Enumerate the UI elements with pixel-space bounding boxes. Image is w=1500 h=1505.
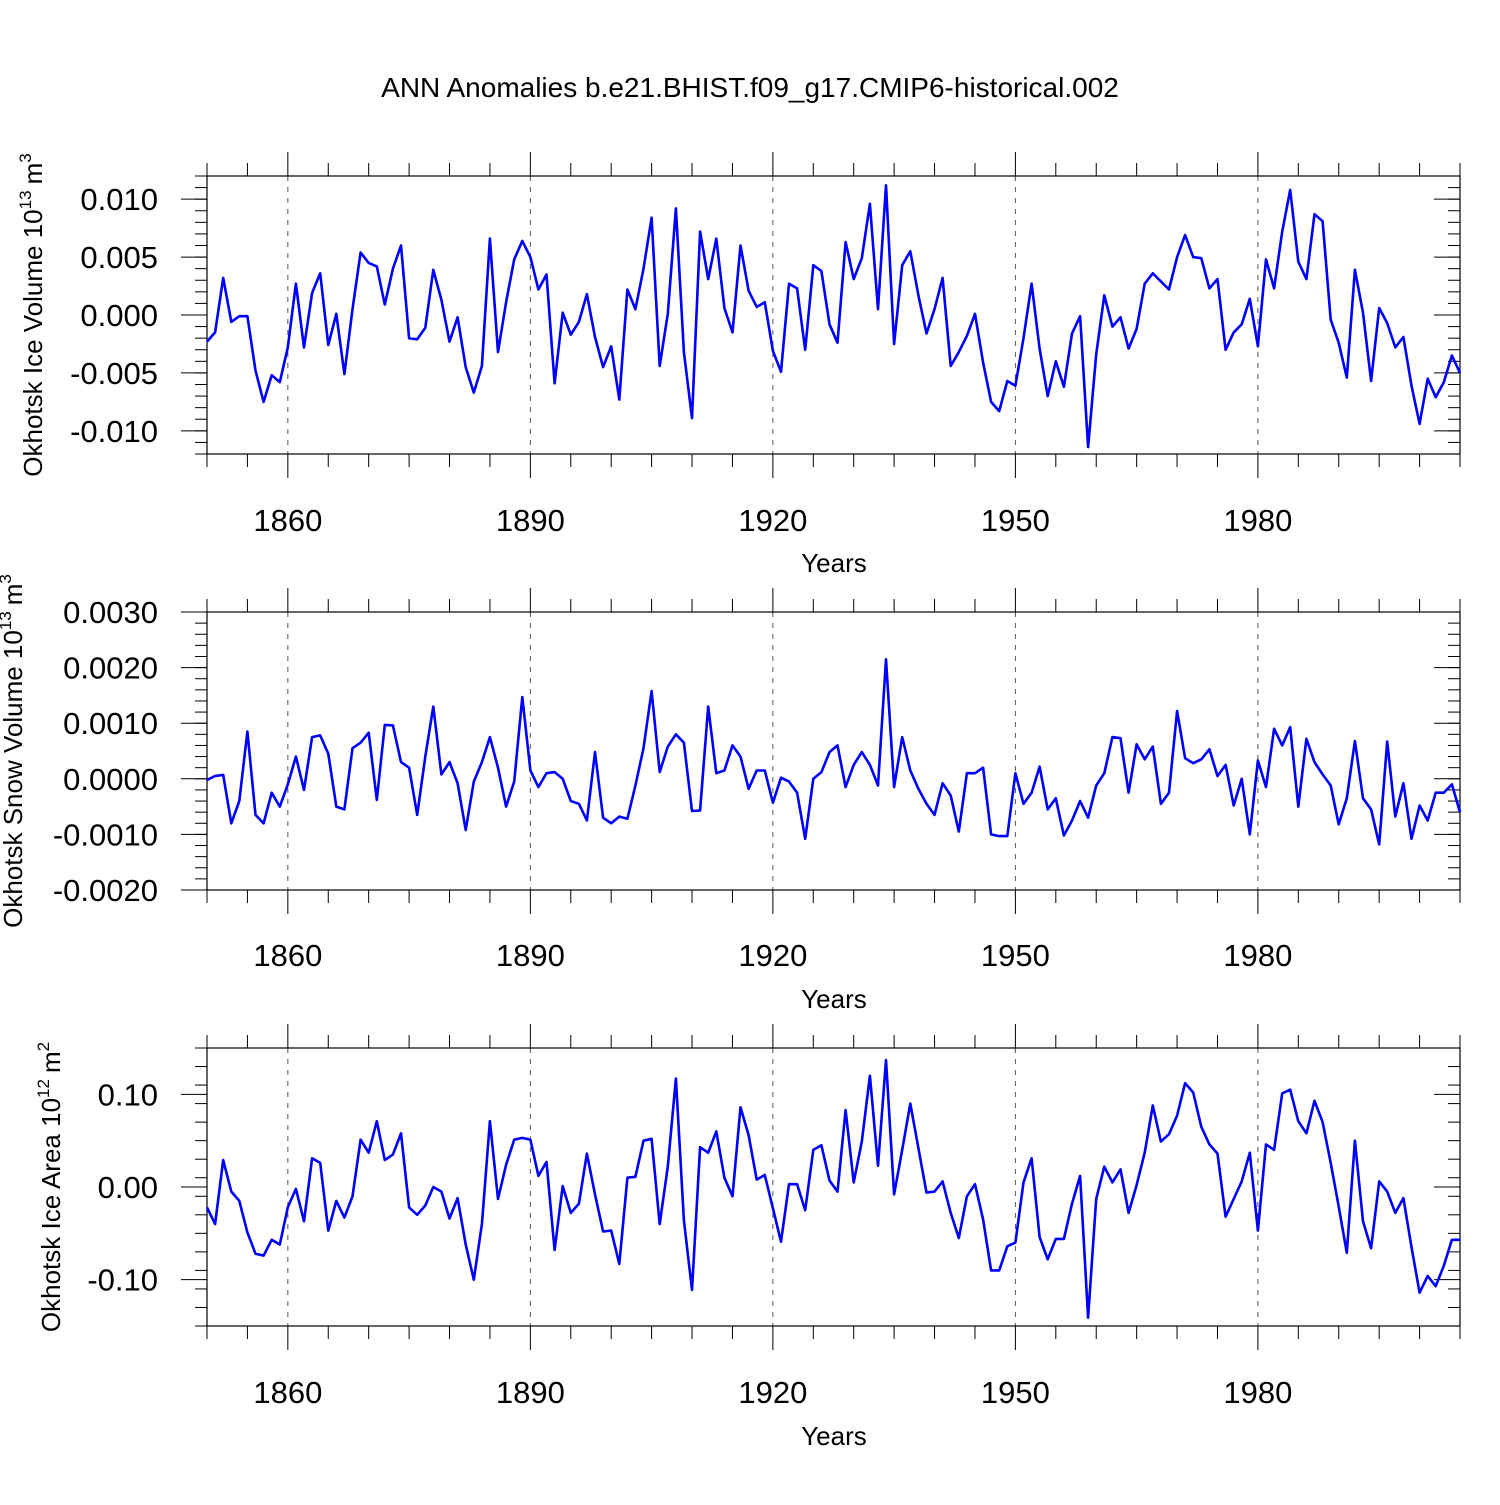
x-tick-label: 1890 <box>496 938 565 973</box>
x-tick-label: 1920 <box>738 503 807 538</box>
y-tick-label: -0.005 <box>70 356 158 391</box>
x-tick-label: 1890 <box>496 1375 565 1410</box>
snow-volume-panel: -0.0020 -0.0010 0.0000 0.0010 0.0020 0.0030 18… <box>0 574 1462 1014</box>
y-tick-label: 0.000 <box>80 298 158 333</box>
y-axis-title-unit-exponent: 3 <box>0 574 15 583</box>
y-tick-label: -0.0020 <box>53 873 158 908</box>
y-axis-title-exponent: 13 <box>0 611 15 630</box>
y-tick-label: 0.0030 <box>63 595 158 630</box>
y-tick-label: 0.0000 <box>63 762 158 797</box>
y-tick-label: 0.0010 <box>63 706 158 741</box>
x-tick-label: 1980 <box>1223 1375 1292 1410</box>
figure-title: ANN Anomalies b.e21.BHIST.f09_g17.CMIP6-… <box>381 72 1119 103</box>
ice-volume-panel: -0.010 -0.005 0.000 0.005 0.010 1860 1890 1920 1… <box>16 152 1462 578</box>
x-tick-label: 1980 <box>1223 503 1292 538</box>
x-axis-title: Years <box>801 984 867 1014</box>
x-tick-label: 1950 <box>981 1375 1050 1410</box>
y-tick-label: -0.0010 <box>53 817 158 852</box>
series-line <box>206 657 1462 846</box>
y-axis-title-text: Okhotsk Ice Volume 10 <box>18 209 48 476</box>
y-axis-title: Okhotsk Ice Area 1012 m2 <box>34 1042 66 1332</box>
ice-area-panel: -0.10 0.00 0.10 1860 1890 1920 1950 1980 Years Ok… <box>34 1024 1461 1451</box>
y-tick-label: 0.10 <box>98 1077 158 1112</box>
x-tick-label: 1950 <box>981 938 1050 973</box>
y-axis-title-unit: m <box>18 163 48 185</box>
y-axis-title-text: Okhotsk Snow Volume 10 <box>0 630 28 928</box>
y-tick-label: 0.00 <box>98 1170 158 1205</box>
x-tick-label: 1920 <box>738 1375 807 1410</box>
y-axis-title: Okhotsk Ice Volume 1013 m3 <box>16 153 48 476</box>
y-tick-label: 0.005 <box>80 240 158 275</box>
plot-frame <box>206 175 1461 455</box>
y-axis-title-unit-exponent: 3 <box>16 153 35 162</box>
y-tick-label: 0.010 <box>80 182 158 217</box>
x-tick-label: 1860 <box>253 503 322 538</box>
y-tick-label: 0.0020 <box>63 651 158 686</box>
y-tick-label: -0.10 <box>87 1263 158 1298</box>
x-tick-label: 1980 <box>1223 938 1292 973</box>
x-axis-title: Years <box>801 1421 867 1451</box>
y-axis-title-exponent: 12 <box>34 1079 53 1098</box>
x-tick-label: 1890 <box>496 503 565 538</box>
y-axis-title-exponent: 13 <box>16 190 35 209</box>
y-axis-title-unit: m <box>36 1051 66 1073</box>
y-tick-label: -0.010 <box>70 414 158 449</box>
y-axis-title-text: Okhotsk Ice Area 10 <box>36 1098 66 1332</box>
y-axis-title: Okhotsk Snow Volume 1013 m3 <box>0 574 28 928</box>
y-axis-title-unit-exponent: 2 <box>34 1042 53 1051</box>
x-tick-label: 1860 <box>253 1375 322 1410</box>
x-tick-label: 1920 <box>738 938 807 973</box>
y-axis-title-unit: m <box>0 584 28 606</box>
x-tick-label: 1860 <box>253 938 322 973</box>
x-tick-label: 1950 <box>981 503 1050 538</box>
series-line <box>205 1058 1460 1319</box>
plot-frame <box>206 611 1461 891</box>
x-axis-title: Years <box>801 548 867 578</box>
series-line <box>206 184 1462 449</box>
